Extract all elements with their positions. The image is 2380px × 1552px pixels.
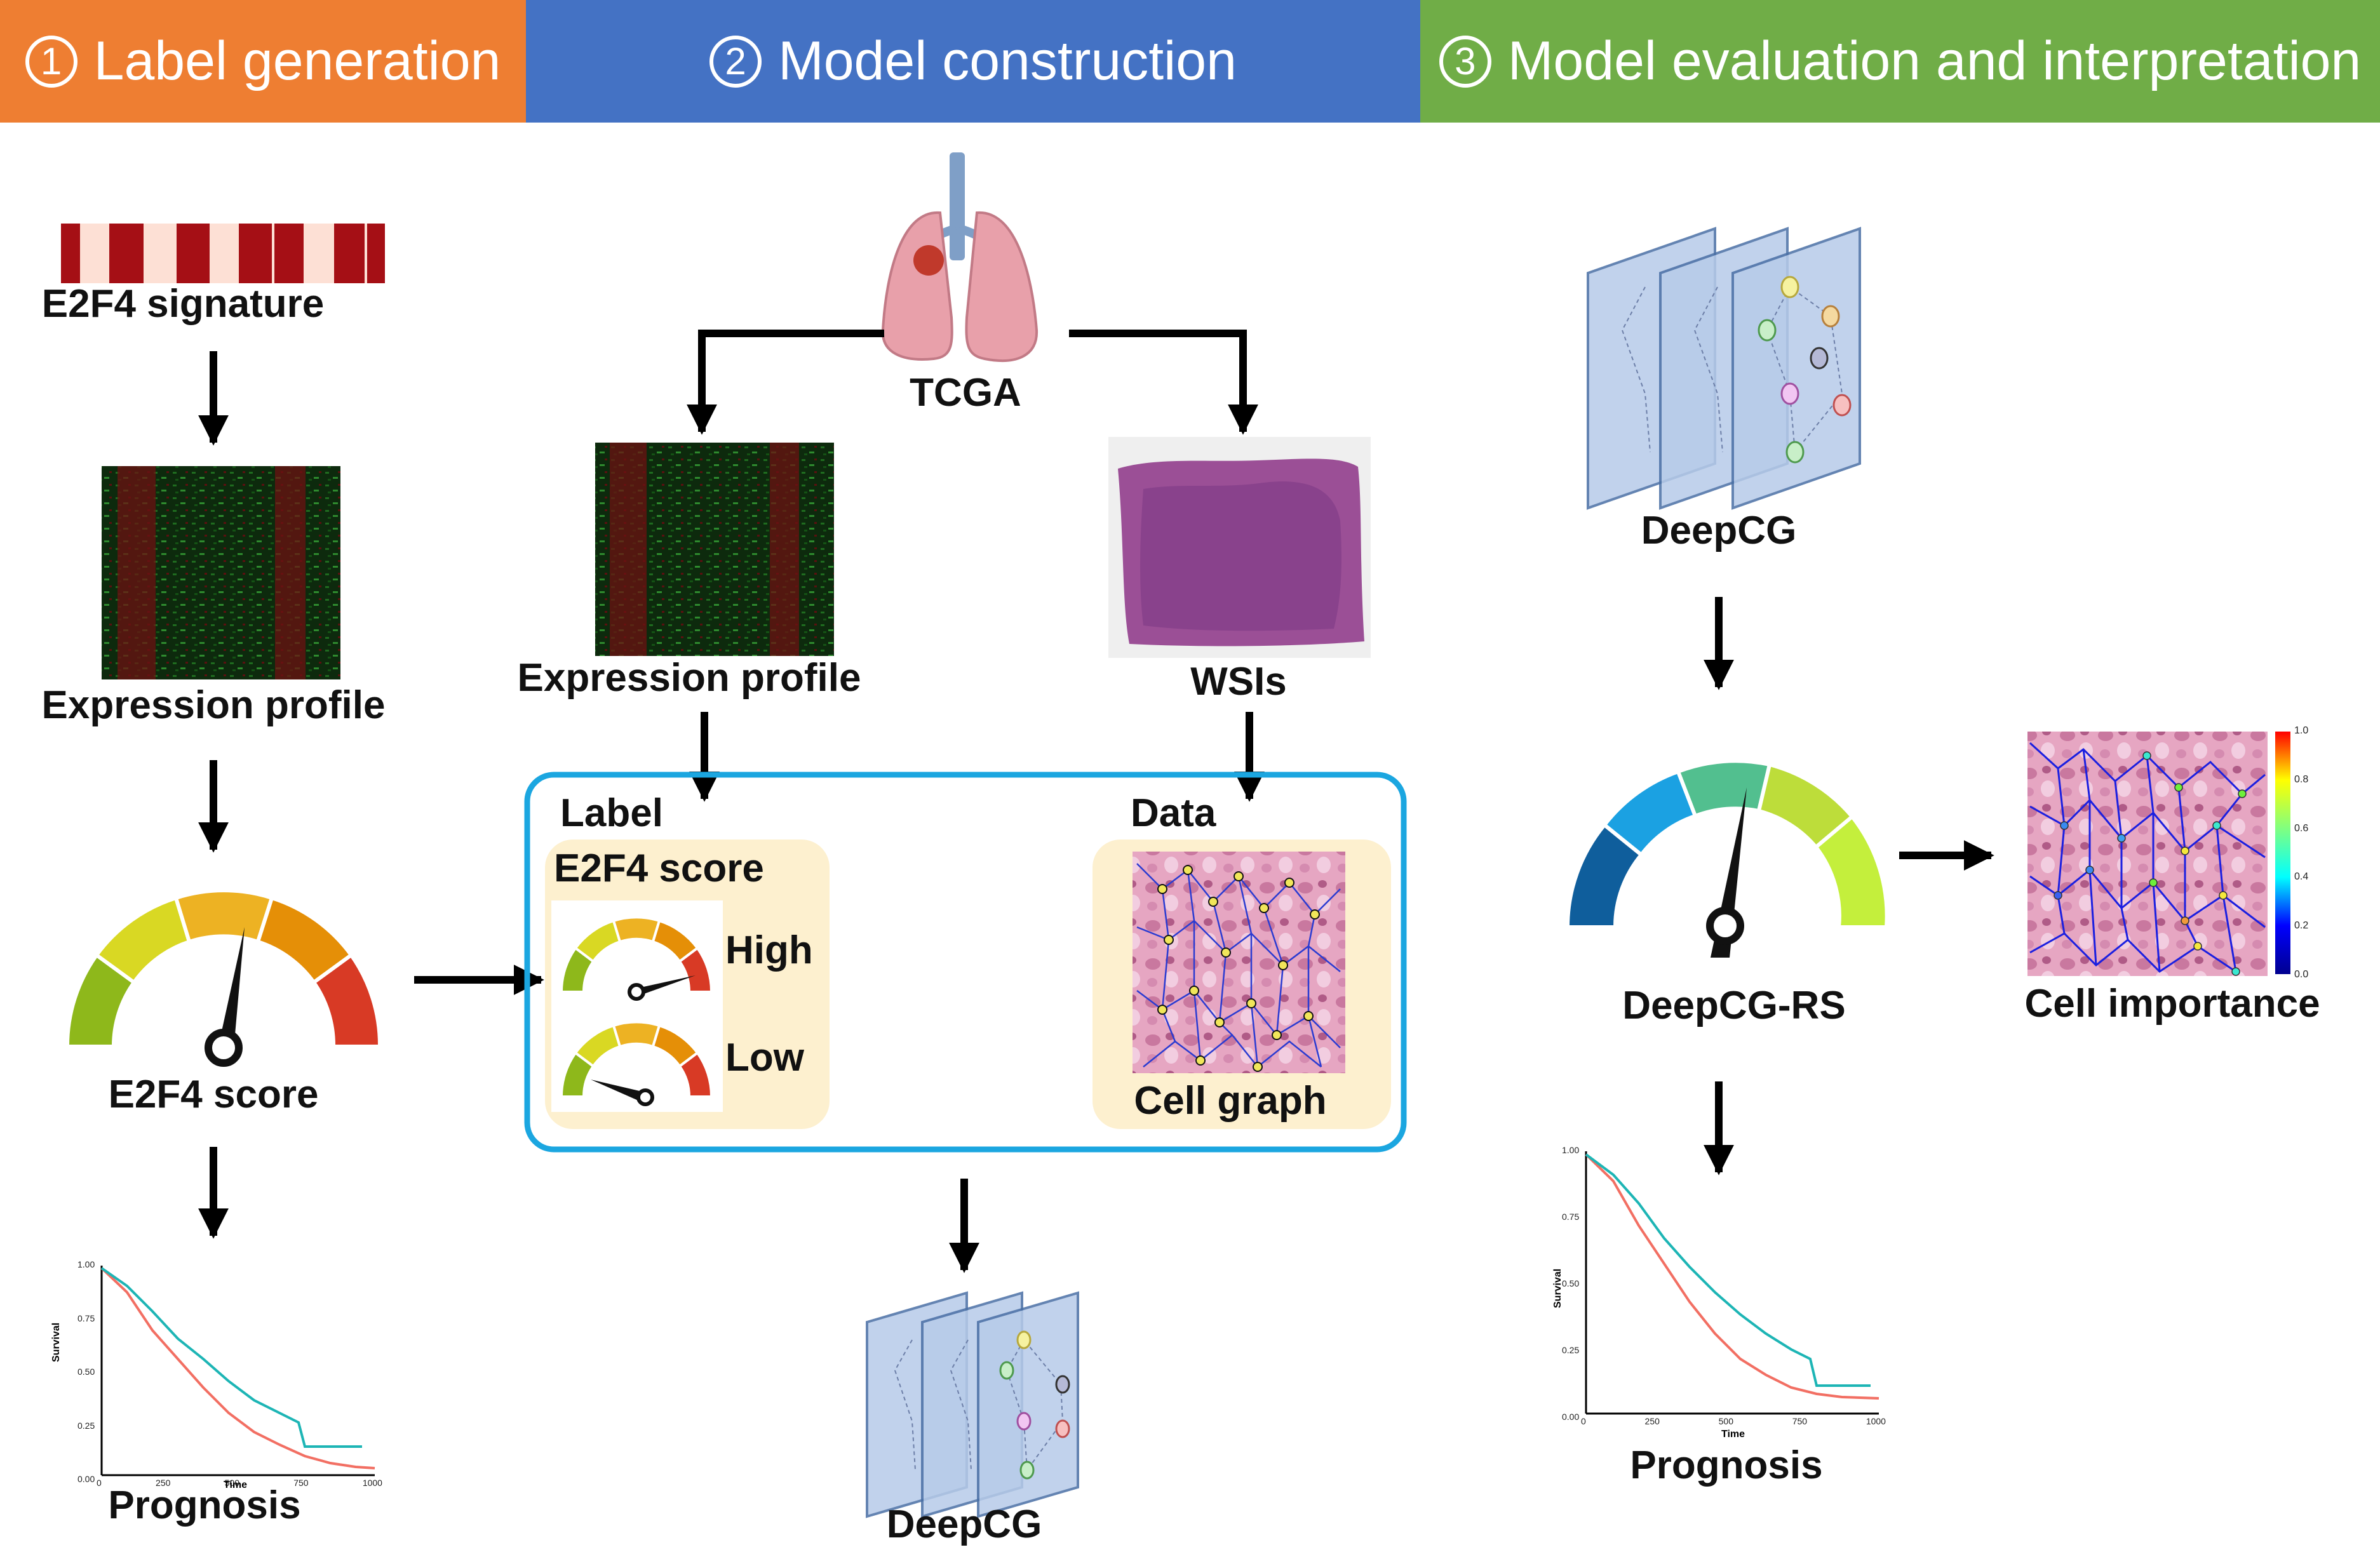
wsi-thumbnail bbox=[1108, 437, 1371, 658]
step-number-3: 3 bbox=[1439, 35, 1491, 88]
deepcg-stack-bottom bbox=[866, 1291, 1079, 1518]
header-title: Model evaluation and interpretation bbox=[1507, 30, 2362, 91]
km-plot-2 bbox=[1585, 1151, 1879, 1415]
km-xtick: 0 bbox=[1581, 1416, 1586, 1426]
lung-icon bbox=[881, 152, 1039, 362]
km-ytick: 0.00 bbox=[1562, 1412, 1580, 1422]
e2f4-signature-bar bbox=[61, 224, 385, 283]
colorbar bbox=[2275, 732, 2290, 974]
header-title: Model construction bbox=[778, 30, 1237, 91]
prognosis-label-2: Prognosis bbox=[1630, 1443, 1823, 1487]
km-ytick: 0.50 bbox=[1562, 1278, 1580, 1288]
deepcg-label-bottom: DeepCG bbox=[886, 1502, 1042, 1546]
gauge-low bbox=[560, 1020, 713, 1106]
deepcg-rs-gauge bbox=[1565, 759, 1889, 958]
cell-graph-label: Cell graph bbox=[1134, 1079, 1327, 1123]
km-curve-low bbox=[100, 1267, 362, 1448]
cell-graph-image bbox=[1133, 852, 1345, 1073]
prognosis-label-1: Prognosis bbox=[108, 1483, 301, 1527]
km-curve-high bbox=[100, 1267, 375, 1469]
km-ytick: 0.50 bbox=[77, 1367, 95, 1377]
e2f4-score-gauge bbox=[65, 888, 382, 1067]
km-xtick: 750 bbox=[1792, 1416, 1808, 1426]
colorbar-tick: 0.6 bbox=[2294, 822, 2309, 834]
km-xtick: 0 bbox=[97, 1478, 102, 1488]
km1-ylabel: Survival bbox=[51, 1322, 62, 1362]
km2-xlabel: Time bbox=[1721, 1429, 1745, 1440]
tcga-branch-arrows bbox=[687, 330, 1258, 435]
high-label: High bbox=[725, 928, 813, 972]
km-plot-1 bbox=[100, 1266, 375, 1476]
gauge-high bbox=[560, 916, 713, 1001]
km1-xlabel: Time bbox=[224, 1480, 248, 1490]
tcga-label: TCGA bbox=[910, 371, 1021, 415]
deepcg-stack-top bbox=[1587, 227, 1861, 510]
km-ytick: 0.25 bbox=[77, 1420, 95, 1431]
km-ytick: 1.00 bbox=[77, 1259, 95, 1269]
km-xtick: 750 bbox=[293, 1478, 309, 1488]
label-section-title: Label bbox=[560, 791, 663, 835]
colorbar-tick: 0.2 bbox=[2294, 920, 2309, 932]
header-label-generation: 1 Label generation bbox=[0, 0, 526, 123]
training-box bbox=[524, 772, 1407, 1153]
step-number-1: 1 bbox=[25, 35, 77, 88]
km-xtick: 250 bbox=[156, 1478, 171, 1488]
km-ytick: 0.00 bbox=[77, 1474, 95, 1484]
expression-heatmap-2 bbox=[595, 443, 834, 656]
colorbar-ticks: 1.0 0.8 0.6 0.4 0.2 0.0 bbox=[2294, 725, 2308, 980]
km-ytick: 1.00 bbox=[1562, 1145, 1580, 1155]
low-label: Low bbox=[725, 1036, 804, 1080]
km1-yticks: 1.00 0.75 0.50 0.25 0.00 bbox=[77, 1259, 95, 1484]
colorbar-tick: 0.4 bbox=[2294, 871, 2309, 883]
expression-heatmap-1 bbox=[102, 466, 340, 679]
e2f4-score-label-1: E2F4 score bbox=[108, 1073, 319, 1116]
header-model-evaluation: 3 Model evaluation and interpretation bbox=[1420, 0, 2380, 123]
header-title: Label generation bbox=[93, 30, 501, 91]
km-xtick: 500 bbox=[1718, 1416, 1733, 1426]
e2f4-score-label-2: E2F4 score bbox=[554, 846, 764, 890]
step-number-2: 2 bbox=[709, 35, 762, 88]
km2-yticks: 1.00 0.75 0.50 0.25 0.00 bbox=[1562, 1145, 1579, 1422]
km-xtick: 250 bbox=[1644, 1416, 1660, 1426]
colorbar-tick: 1.0 bbox=[2294, 725, 2309, 736]
km-ytick: 0.75 bbox=[77, 1313, 95, 1323]
cell-importance-map bbox=[2027, 732, 2268, 976]
km2-xticks: 0 250 500 750 1000 bbox=[1581, 1416, 1886, 1426]
wsis-label: WSIs bbox=[1190, 660, 1287, 704]
expression-profile-label-2: Expression profile bbox=[517, 656, 861, 700]
colorbar-tick: 0.8 bbox=[2294, 773, 2309, 785]
deepcg-label-top: DeepCG bbox=[1641, 509, 1797, 552]
km-curve-high bbox=[1585, 1153, 1879, 1400]
deepcg-rs-label: DeepCG-RS bbox=[1622, 984, 1846, 1027]
km-xtick: 500 bbox=[224, 1478, 239, 1488]
km-xtick: 1000 bbox=[1866, 1416, 1886, 1426]
km-ytick: 0.75 bbox=[1562, 1212, 1580, 1222]
cell-importance-label: Cell importance bbox=[2024, 982, 2320, 1026]
colorbar-tick: 0.0 bbox=[2294, 968, 2309, 980]
km2-ylabel: Survival bbox=[1552, 1268, 1563, 1308]
km-curve-low bbox=[1585, 1153, 1871, 1387]
km-xtick: 1000 bbox=[362, 1478, 382, 1488]
km-ytick: 0.25 bbox=[1562, 1345, 1580, 1355]
header-model-construction: 2 Model construction bbox=[526, 0, 1420, 123]
km1-xticks: 0 250 500 750 1000 bbox=[97, 1478, 382, 1488]
data-section-title: Data bbox=[1131, 791, 1216, 835]
expression-profile-label-1: Expression profile bbox=[41, 683, 386, 727]
e2f4-signature-label: E2F4 signature bbox=[41, 282, 325, 326]
